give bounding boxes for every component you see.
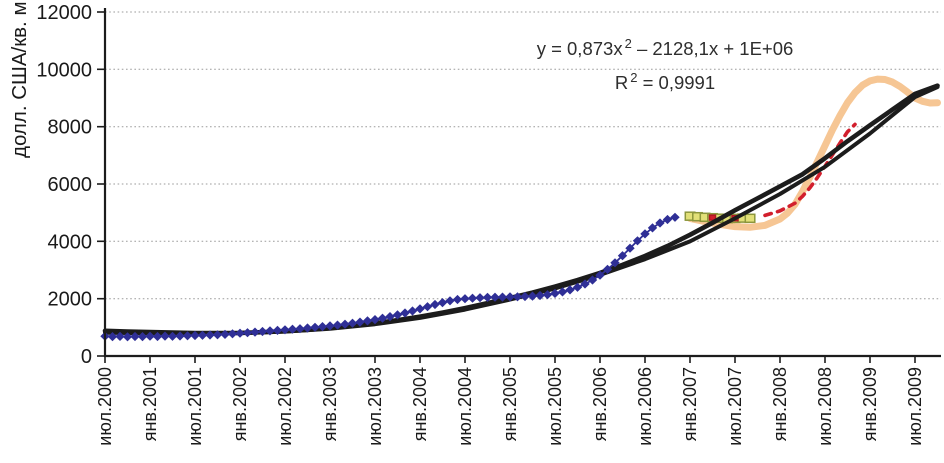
x-tick-label: янв.2009 xyxy=(860,367,880,441)
x-tick-label: июл.2001 xyxy=(185,367,205,446)
monthly-price-blue-diamonds xyxy=(100,212,680,342)
y-tick-label: 10000 xyxy=(36,59,92,81)
x-tick-label: июл.2005 xyxy=(545,367,565,446)
x-tick-label: янв.2006 xyxy=(590,367,610,441)
y-tick-label: 8000 xyxy=(48,117,93,139)
x-tick-label: июл.2000 xyxy=(95,367,115,446)
y-tick-label: 0 xyxy=(81,346,92,368)
x-tick-label: янв.2008 xyxy=(770,367,790,441)
x-axis-ticks: июл.2000 янв.2001 июл.2001 янв.2002 июл.2002… xyxy=(95,356,925,446)
trend-equation-line: y = 0,873x 2 – 2128,1x + 1E+06 xyxy=(470,29,860,63)
y-axis-ticks: 0 2000 4000 6000 8000 10000 12000 xyxy=(36,2,105,368)
forecast-orange-line xyxy=(686,75,941,231)
x-tick-label: июл.2009 xyxy=(905,367,925,446)
x-tick-label: янв.2001 xyxy=(140,367,160,441)
x-tick-label: июл.2006 xyxy=(635,367,655,446)
y-tick-label: 6000 xyxy=(48,174,93,196)
x-tick-label: июл.2008 xyxy=(815,367,835,446)
x-tick-label: июл.2007 xyxy=(725,367,745,446)
y-tick-label: 4000 xyxy=(48,231,93,253)
x-tick-label: июл.2003 xyxy=(365,367,385,446)
r-squared-suffix: = 0,9991 xyxy=(637,72,716,94)
equation-prefix: y = 0,873x xyxy=(536,38,623,60)
x-tick-label: янв.2007 xyxy=(680,367,700,441)
gridlines xyxy=(105,11,941,300)
y-axis-title: долл. США/кв. м xyxy=(8,1,31,158)
x-tick-label: июл.2002 xyxy=(275,367,295,446)
equation-exponent: 2 xyxy=(624,36,632,51)
x-tick-label: янв.2005 xyxy=(500,367,520,441)
x-tick-label: янв.2003 xyxy=(320,367,340,441)
forecast-red-dashed-line xyxy=(763,122,857,218)
r-squared-prefix: R xyxy=(614,72,629,94)
equation-suffix: – 2128,1x + 1E+06 xyxy=(631,38,794,60)
x-tick-label: июл.2004 xyxy=(455,367,475,446)
x-tick-label: янв.2004 xyxy=(410,367,430,441)
y-tick-label: 12000 xyxy=(36,2,92,24)
x-tick-label: янв.2002 xyxy=(230,367,250,441)
y-tick-label: 2000 xyxy=(48,289,93,311)
r-squared-exponent: 2 xyxy=(630,70,638,86)
